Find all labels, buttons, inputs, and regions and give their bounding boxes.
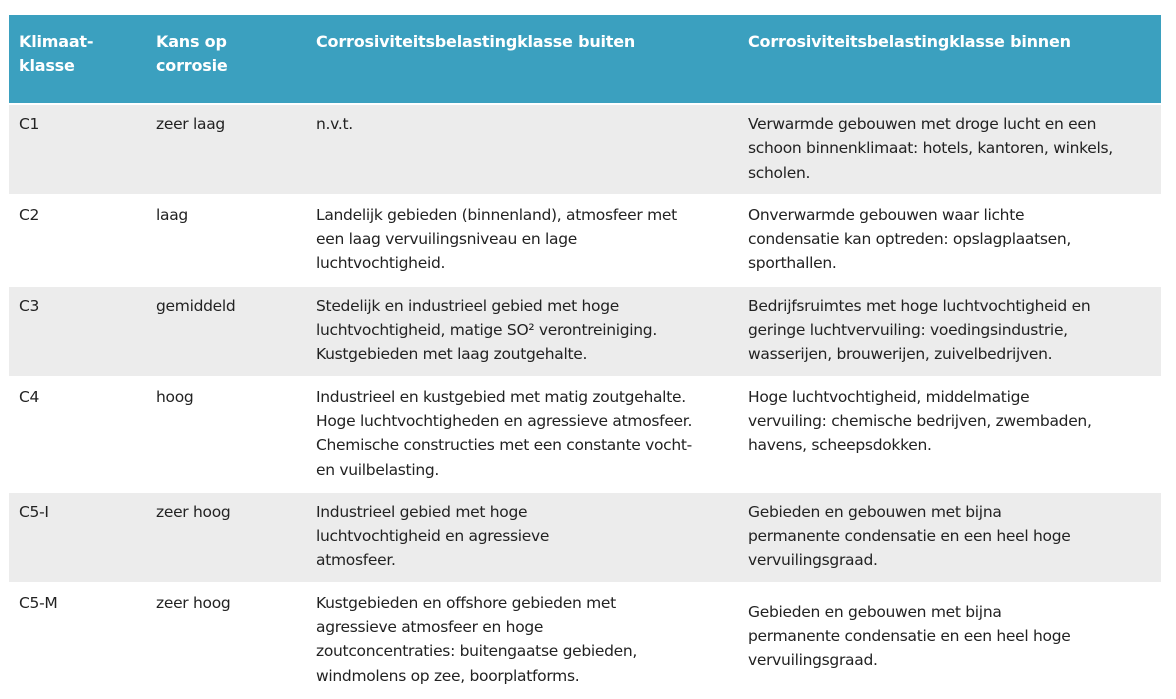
table-row: C4 hoog Industrieel en kustgebied met ma…: [9, 376, 1161, 492]
cell-kans: hoog: [146, 376, 306, 492]
header-binnen: Corrosiviteitsbelastingklasse binnen: [738, 15, 1161, 104]
cell-binnen: Onverwarmde gebouwen waar lichte condens…: [738, 194, 1161, 286]
cell-buiten: Industrieel en kustgebied met matig zout…: [306, 376, 738, 492]
cell-kans: gemiddeld: [146, 285, 306, 377]
header-klimaatklasse: Klimaat- klasse: [9, 15, 146, 104]
cell-kans: zeer laag: [146, 104, 306, 195]
table-header-row: Klimaat- klasse Kans op corrosie Corrosi…: [9, 15, 1161, 104]
cell-kans: laag: [146, 194, 306, 286]
cell-kans: zeer hoog: [146, 582, 306, 698]
header-kans: Kans op corrosie: [146, 15, 306, 104]
cell-binnen: Gebieden en gebouwen met bijna permanent…: [738, 491, 1161, 583]
cell-buiten: Landelijk gebieden (binnenland), atmosfe…: [306, 194, 738, 286]
cell-binnen: Bedrijfsruimtes met hoge luchtvochtighei…: [738, 285, 1161, 377]
cell-buiten: n.v.t.: [306, 104, 738, 195]
cell-buiten: Stedelijk en industrieel gebied met hoge…: [306, 285, 738, 377]
cell-buiten: Industrieel gebied met hoge luchtvochtig…: [306, 491, 738, 583]
cell-binnen: Hoge luchtvochtigheid, middelmatige verv…: [738, 376, 1161, 492]
cell-binnen: Verwarmde gebouwen met droge lucht en ee…: [738, 104, 1161, 195]
table-row: C1 zeer laag n.v.t. Verwarmde gebouwen m…: [9, 104, 1161, 195]
table-row: C5-M zeer hoog Kustgebieden en offshore …: [9, 582, 1161, 698]
cell-klasse: C1: [9, 104, 146, 195]
cell-klasse: C2: [9, 194, 146, 286]
table-row: C5-I zeer hoog Industrieel gebied met ho…: [9, 491, 1161, 583]
table-row: C3 gemiddeld Stedelijk en industrieel ge…: [9, 285, 1161, 377]
cell-kans: zeer hoog: [146, 491, 306, 583]
cell-binnen: Gebieden en gebouwen met bijna permanent…: [738, 582, 1161, 698]
header-buiten: Corrosiviteitsbelastingklasse buiten: [306, 15, 738, 104]
table-row: C2 laag Landelijk gebieden (binnenland),…: [9, 194, 1161, 286]
corrosivity-table: Klimaat- klasse Kans op corrosie Corrosi…: [9, 15, 1161, 699]
cell-klasse: C5-M: [9, 582, 146, 698]
cell-klasse: C3: [9, 285, 146, 377]
cell-klasse: C4: [9, 376, 146, 492]
cell-klasse: C5-I: [9, 491, 146, 583]
cell-buiten: Kustgebieden en offshore gebieden met ag…: [306, 582, 738, 698]
